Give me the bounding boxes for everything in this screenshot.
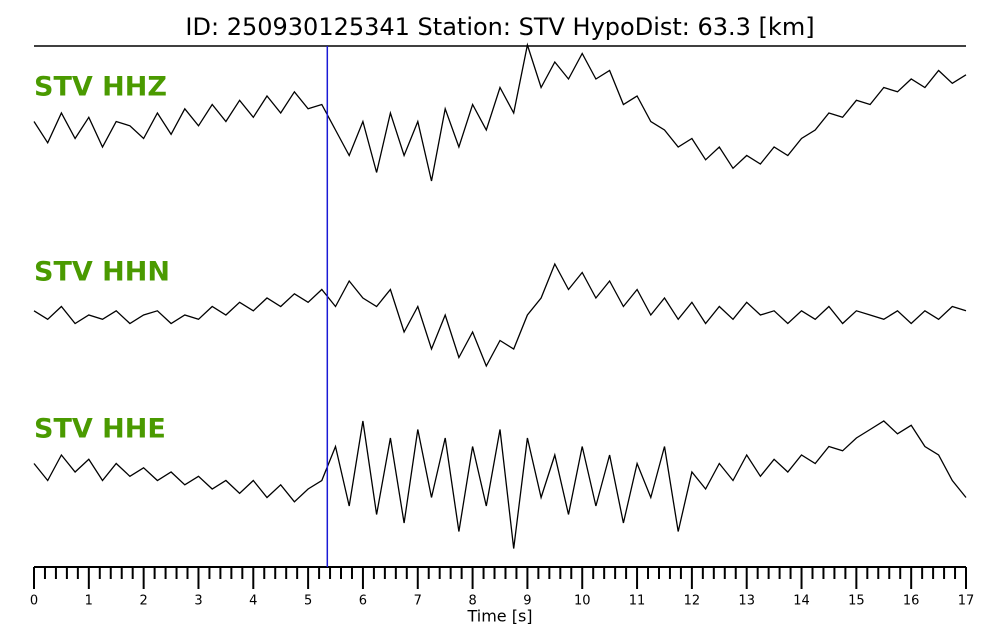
x-tick-label: 2 [140,594,148,609]
x-tick-label: 17 [958,594,975,609]
x-tick-label: 1 [85,594,93,609]
x-tick-label: 8 [468,594,476,609]
x-tick-label: 9 [523,594,531,609]
x-tick-label: 12 [684,594,701,609]
chart-title: ID: 250930125341 Station: STV HypoDist: … [185,13,814,41]
x-tick-label: 4 [249,594,257,609]
trace [33,262,967,368]
x-tick-label: 15 [848,594,865,609]
trace-label: STV HHE [34,414,166,445]
x-tick-label: 0 [30,594,38,609]
x-tick-label: 10 [574,594,591,609]
trace-label: STV HHZ [34,72,167,103]
x-tick-label: 13 [738,594,755,609]
x-axis-label: Time [s] [466,607,532,626]
x-tick-label: 3 [194,594,202,609]
trace-label: STV HHN [34,257,170,288]
x-tick-label: 7 [414,594,422,609]
trace [33,420,967,549]
x-tick-label: 16 [903,594,920,609]
x-tick-label: 14 [793,594,810,609]
x-tick-label: 11 [629,594,646,609]
x-tick-label: 5 [304,594,312,609]
x-tick-label: 6 [359,594,367,609]
trace [33,42,967,182]
